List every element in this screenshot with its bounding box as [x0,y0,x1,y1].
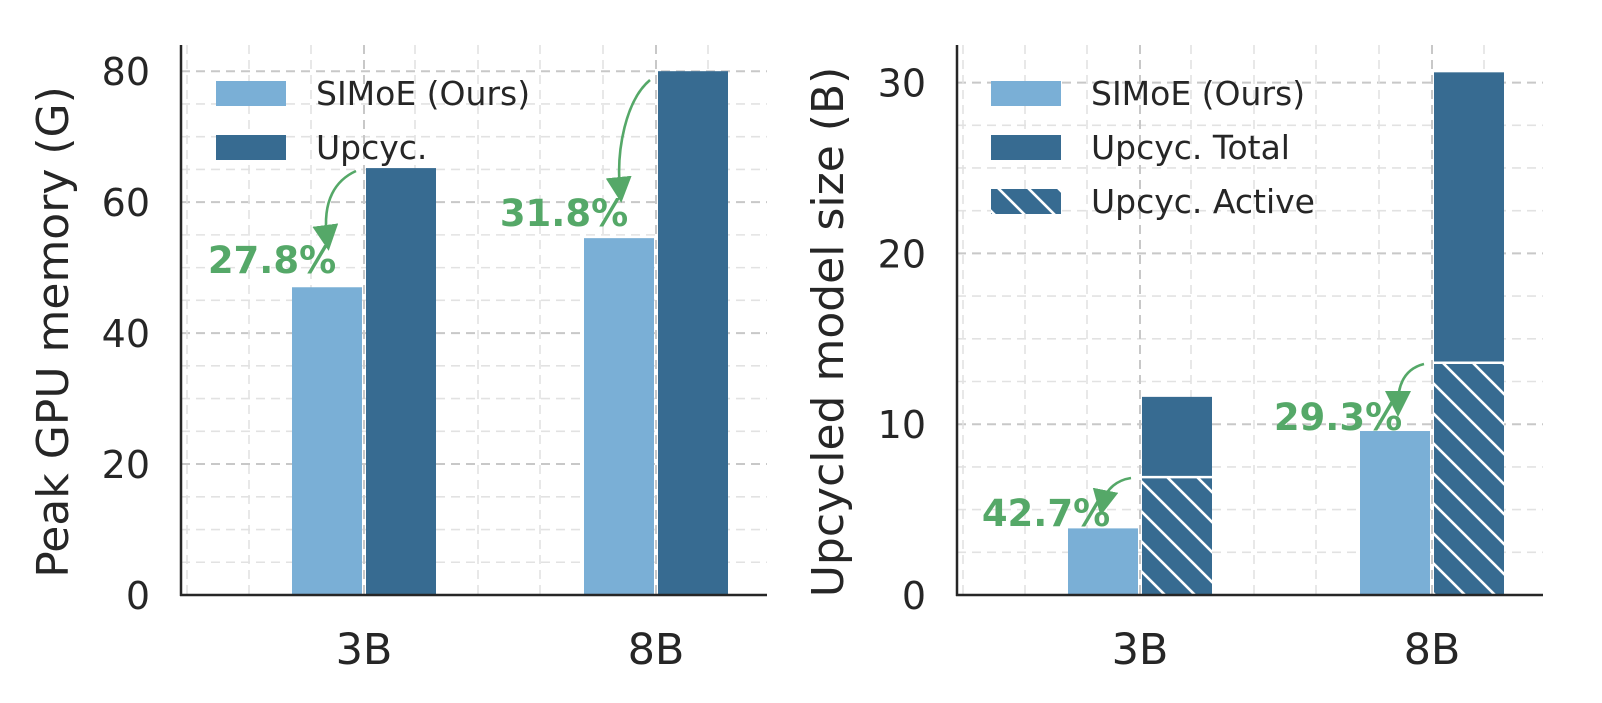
annotation-arrow [1385,362,1425,417]
x-tick-label: 3B [1112,625,1169,675]
bar-upcyc-total-8b [658,71,728,595]
annotation-label: 29.3% [1274,396,1402,439]
panel-model-size: 0 10 20 30 3B 8B Upcycled model size (B) SIMoE … [803,45,1543,675]
annotation-label: 31.8% [500,192,628,235]
annotation-label: 42.7% [982,492,1110,535]
legend-label: Upcyc. Active [1091,182,1315,221]
legend-swatch [991,189,1061,214]
annotation-label: 27.8% [208,239,336,282]
legend-swatch [216,81,286,106]
annotation-arrow [605,79,651,203]
legend-label: Upcyc. Total [1091,128,1290,167]
y-tick-label: 80 [102,50,150,94]
y-tick-label: 0 [126,574,150,618]
y-tick-label: 20 [102,443,150,487]
y-tick-label: 10 [878,403,926,447]
x-tick-label: 8B [1404,625,1461,675]
bar-upcyc-active-8b [1434,362,1504,595]
legend-label: SIMoE (Ours) [1091,74,1305,113]
legend-swatch [991,135,1061,160]
legend-swatch [991,81,1061,106]
bar-upcyc-active-3b [1142,477,1212,595]
y-tick-label: 40 [102,312,150,356]
y-axis-label: Peak GPU memory (G) [28,86,79,578]
y-tick-label: 30 [878,62,926,106]
bar-simoe-8b [1360,431,1430,595]
legend-swatch [216,135,286,160]
panel-memory: 0 20 40 60 80 3B 8B Peak GPU memory (G) SIMoE (O… [28,45,767,675]
bar-upcyc-total-3b [366,168,436,595]
legend-label: SIMoE (Ours) [316,74,530,113]
x-tick-label: 3B [336,625,393,675]
bars [292,71,728,595]
y-tick-label: 60 [102,181,150,225]
annotation-arrow [1092,476,1132,516]
legend: SIMoE (Ours) Upcyc. Total Upcyc. Active [991,74,1315,221]
y-tick-label: 20 [878,232,926,276]
legend: SIMoE (Ours) Upcyc. [216,74,530,167]
bar-simoe-8b [584,238,654,595]
legend-label: Upcyc. [316,128,427,167]
y-axis-label: Upcycled model size (B) [803,67,854,598]
y-tick-label: 0 [902,574,926,618]
x-tick-label: 8B [628,625,685,675]
bars [1068,72,1504,595]
bar-simoe-3b [1068,528,1138,595]
bar-simoe-3b [292,287,362,595]
annotation-arrow [312,169,357,251]
